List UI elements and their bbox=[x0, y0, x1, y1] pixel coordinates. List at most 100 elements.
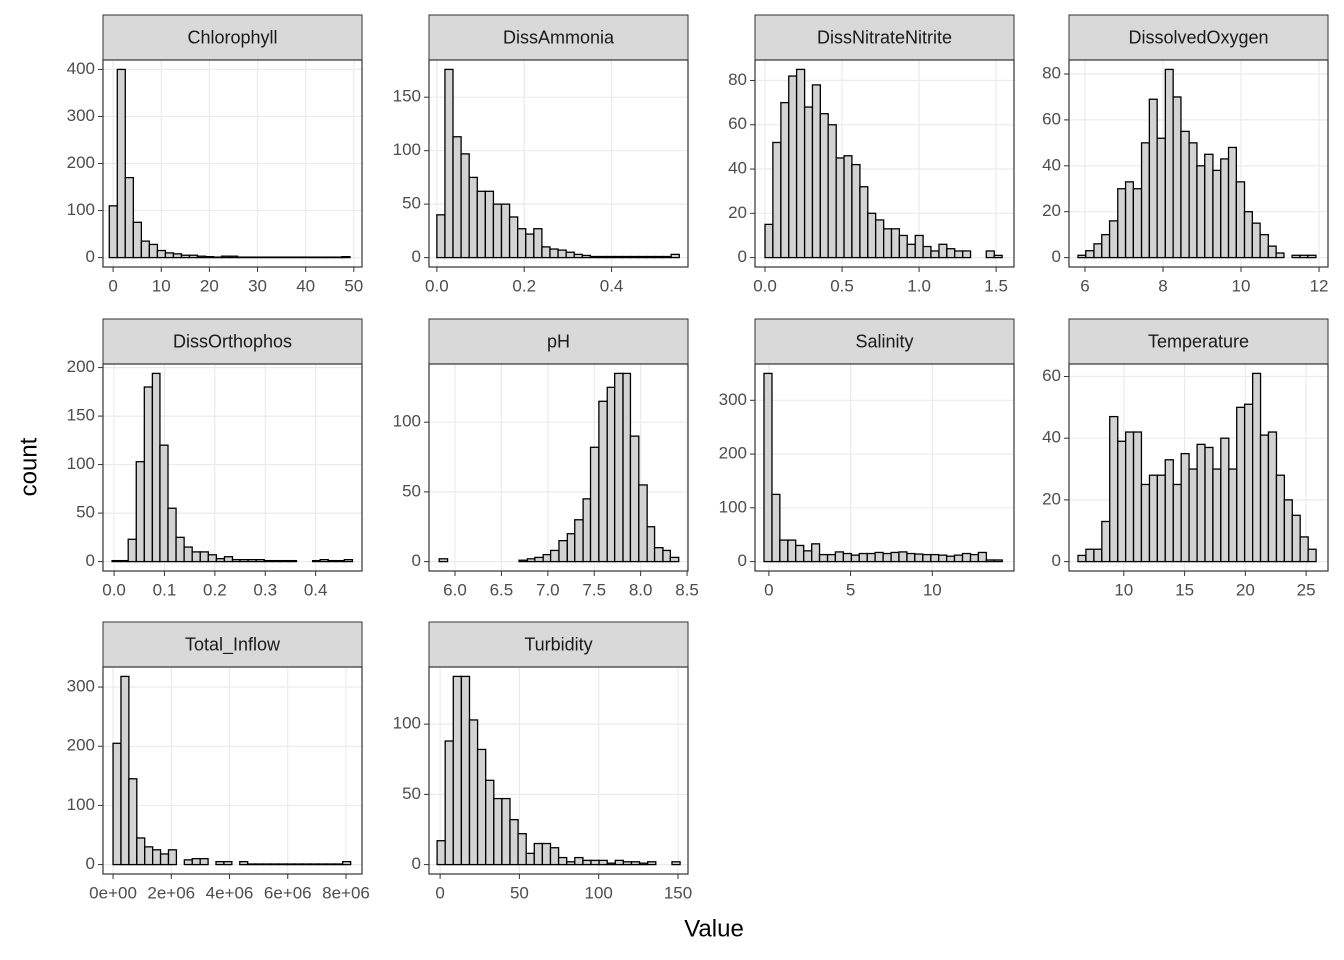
histogram-bar bbox=[116, 68, 126, 259]
y-tick-label: 100 bbox=[719, 497, 747, 516]
histogram-bar bbox=[598, 859, 608, 866]
histogram-bar bbox=[930, 553, 940, 563]
histogram-bar bbox=[985, 559, 995, 563]
histogram-bar bbox=[969, 553, 980, 563]
histogram-bar bbox=[851, 163, 861, 259]
histogram-bar bbox=[159, 444, 169, 563]
histogram-bar bbox=[574, 519, 584, 563]
x-tick-label: 8.0 bbox=[629, 580, 653, 599]
x-tick-label: 12 bbox=[1310, 276, 1329, 295]
histogram-bar bbox=[183, 546, 193, 563]
panel-border bbox=[754, 59, 1015, 268]
histogram-bar bbox=[1148, 98, 1158, 259]
histogram-bar bbox=[452, 675, 463, 866]
histogram-bar bbox=[1220, 437, 1230, 563]
histogram-bar bbox=[1156, 137, 1166, 259]
strip bbox=[754, 318, 1015, 365]
histogram-bar bbox=[180, 254, 191, 259]
histogram-bar bbox=[1259, 233, 1269, 259]
histogram-bar bbox=[199, 858, 209, 866]
histogram-bar bbox=[542, 553, 552, 563]
histogram-bar bbox=[1140, 142, 1151, 259]
histogram-bar bbox=[653, 547, 664, 563]
histogram-bar bbox=[444, 68, 454, 259]
histogram-bar bbox=[156, 249, 167, 259]
histogram-bar bbox=[1085, 548, 1095, 563]
histogram-bar bbox=[247, 559, 257, 563]
panel-border bbox=[428, 363, 689, 572]
histogram-bar bbox=[1307, 548, 1317, 563]
histogram-bar bbox=[867, 212, 877, 259]
histogram-bar bbox=[985, 250, 995, 259]
histogram-bar bbox=[622, 861, 633, 866]
histogram-bar bbox=[803, 106, 814, 259]
histogram-bar bbox=[922, 553, 932, 563]
histogram-bar bbox=[509, 819, 519, 866]
y-tick-label: 0 bbox=[1052, 247, 1061, 266]
x-tick-label: 8.5 bbox=[675, 580, 699, 599]
histogram-bar bbox=[1267, 245, 1277, 259]
strip-title: Total_Inflow bbox=[185, 634, 281, 655]
histogram-bar bbox=[1204, 153, 1214, 259]
panel-border bbox=[428, 59, 689, 268]
histogram-bar bbox=[326, 863, 336, 866]
histogram-bar bbox=[175, 536, 185, 563]
histogram-bar bbox=[614, 859, 625, 866]
histogram-bar bbox=[549, 248, 559, 259]
histogram-bar bbox=[1108, 220, 1119, 259]
y-tick-label: 0 bbox=[86, 854, 95, 873]
histogram-bar bbox=[278, 863, 288, 866]
y-tick-label: 80 bbox=[1042, 63, 1061, 82]
histogram-bar bbox=[946, 248, 956, 259]
panel-background bbox=[103, 667, 362, 874]
histogram-bar bbox=[962, 250, 972, 259]
x-tick-label: 10 bbox=[152, 276, 171, 295]
y-tick-label: 100 bbox=[393, 412, 421, 431]
histogram-bar bbox=[517, 228, 527, 259]
panel-border bbox=[428, 666, 689, 875]
histogram-bar bbox=[541, 246, 551, 259]
histogram-bar bbox=[772, 141, 782, 259]
histogram-bar bbox=[795, 544, 805, 563]
strip bbox=[428, 621, 689, 668]
histogram-bar bbox=[890, 228, 901, 259]
histogram-bar bbox=[215, 860, 225, 866]
histogram-bar bbox=[946, 555, 956, 563]
histogram-bar bbox=[787, 539, 797, 563]
histogram-bar bbox=[164, 252, 175, 259]
histogram-bar bbox=[468, 176, 478, 259]
histogram-bar bbox=[1188, 468, 1198, 563]
histogram-bar bbox=[938, 554, 948, 563]
histogram-bar bbox=[492, 203, 503, 259]
x-tick-label: 0e+00 bbox=[89, 883, 137, 902]
histogram-bar bbox=[111, 559, 121, 563]
histogram-bar bbox=[1243, 211, 1253, 259]
y-tick-label: 200 bbox=[719, 444, 747, 463]
histogram-bar bbox=[167, 507, 177, 563]
x-tick-label: 25 bbox=[1297, 580, 1316, 599]
histogram-bar bbox=[638, 862, 649, 866]
histogram-bar bbox=[1251, 372, 1262, 563]
histogram-bar bbox=[1148, 474, 1159, 563]
histogram-bar bbox=[803, 550, 813, 563]
histogram-bar bbox=[557, 856, 568, 866]
histogram-bar bbox=[898, 551, 908, 563]
x-tick-label: 7.5 bbox=[582, 580, 606, 599]
histogram-bar bbox=[629, 435, 640, 563]
panel-border bbox=[102, 666, 363, 875]
histogram-bar bbox=[1172, 483, 1182, 563]
histogram-bar bbox=[662, 255, 672, 259]
histogram-bar bbox=[834, 551, 845, 563]
y-tick-label: 150 bbox=[393, 87, 421, 106]
histogram-bar bbox=[525, 233, 535, 259]
y-tick-label: 0 bbox=[738, 551, 747, 570]
histogram-bar bbox=[811, 84, 821, 259]
histogram-bar bbox=[590, 859, 600, 866]
histogram-bar bbox=[922, 245, 932, 259]
histogram-bar bbox=[859, 186, 869, 259]
strip-title: Temperature bbox=[1148, 331, 1249, 351]
histogram-bar bbox=[1291, 254, 1301, 259]
histogram-bar bbox=[1227, 146, 1237, 259]
y-tick-label: 60 bbox=[1042, 109, 1061, 128]
histogram-bar bbox=[183, 859, 193, 866]
